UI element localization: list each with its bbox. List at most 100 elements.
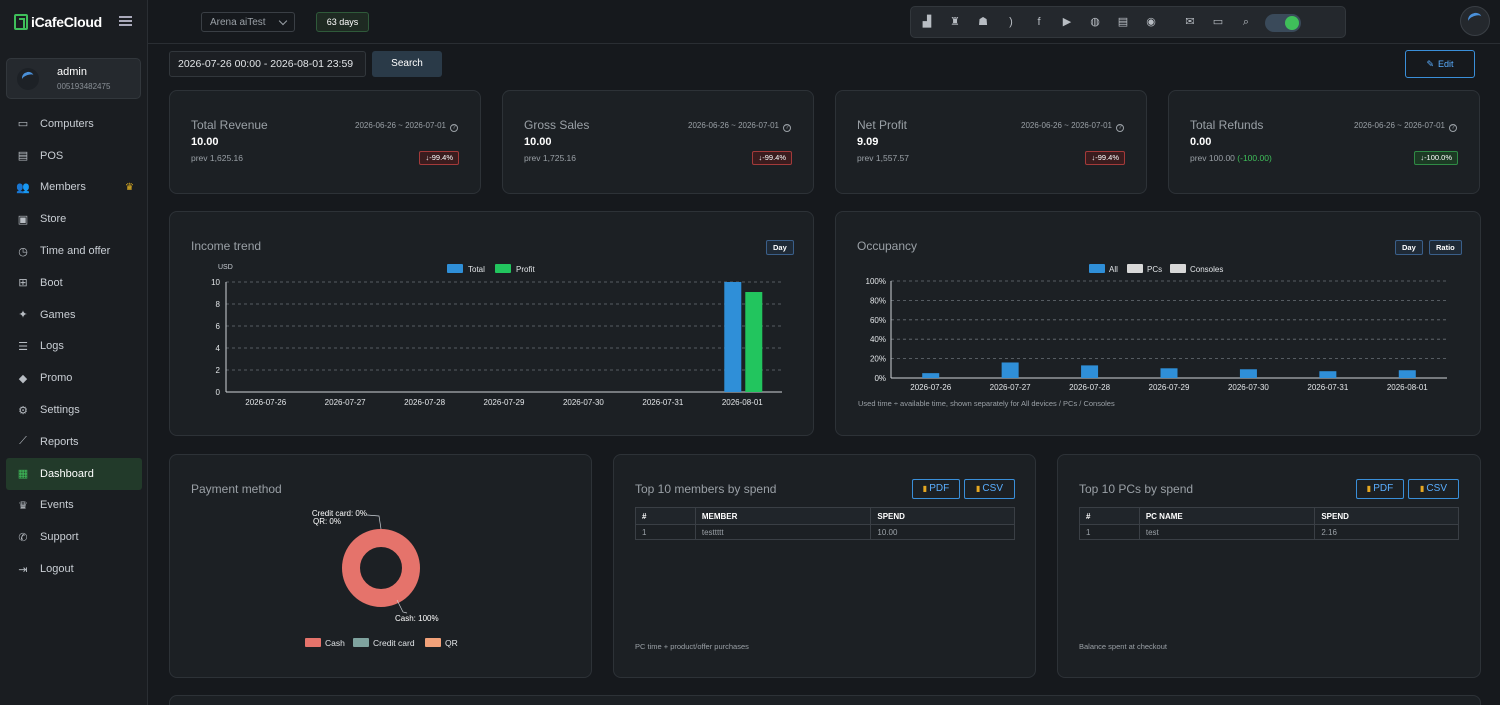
y-tick-label: 8 xyxy=(216,300,221,309)
youtube-icon[interactable]: ▶ xyxy=(1062,16,1072,28)
teams-icon[interactable]: ▟ xyxy=(922,16,932,28)
column-header[interactable]: SPEND xyxy=(1314,507,1459,525)
column-header[interactable]: SPEND xyxy=(870,507,1015,525)
sidebar-item-settings[interactable]: ⚙ Settings xyxy=(0,394,148,426)
trophy-icon[interactable]: ♜ xyxy=(950,16,960,28)
legend-swatch xyxy=(425,638,441,647)
sidebar-item-time-and-offer[interactable]: ◷ Time and offer xyxy=(0,235,148,267)
sidebar-item-label: Store xyxy=(40,213,67,226)
pcs-pdf-button[interactable]: ▮ PDF xyxy=(1356,479,1404,499)
y-tick-label: 0 xyxy=(216,388,221,397)
cafe-select[interactable]: Arena aiTest xyxy=(201,12,295,32)
monitor-icon: ▭ xyxy=(17,118,29,131)
x-tick-label: 2026-07-31 xyxy=(642,398,683,407)
help-icon[interactable]: ? xyxy=(1116,124,1124,132)
top-members-card: Top 10 members by spend ▮ PDF ▮ CSV # MEMBE… xyxy=(613,454,1036,678)
column-header[interactable]: MEMBER xyxy=(694,507,872,525)
stat-card-total-revenue: Total Revenue 2026-06-26 ~ 2026-07-01? 1… xyxy=(169,90,481,194)
x-tick-label: 2026-07-31 xyxy=(1307,383,1348,392)
table-row[interactable]: 1 testtttt 10.00 xyxy=(635,524,1015,540)
users-icon[interactable]: ☗ xyxy=(978,16,988,28)
legend-label: Cash xyxy=(325,638,345,648)
help-icon[interactable]: ? xyxy=(1449,124,1457,132)
globe-icon[interactable]: ◍ xyxy=(1090,16,1100,28)
pcs-csv-button[interactable]: ▮ CSV xyxy=(1408,479,1459,499)
legend-swatch xyxy=(1089,264,1105,273)
income-trend-title: Income trend xyxy=(191,239,262,253)
sidebar-item-events[interactable]: ♛ Events xyxy=(0,490,148,522)
table-cell: test xyxy=(1138,524,1316,540)
stat-change-badge: ↓-99.4% xyxy=(1085,151,1125,165)
sidebar-item-reports[interactable]: ⟋ Reports xyxy=(0,426,148,458)
sidebar-nav: ▭ Computers ▤ POS 👥 Members ♛ ▣ Store ◷ Time and o… xyxy=(0,108,148,585)
x-tick-label: 2026-07-30 xyxy=(563,398,604,407)
sidebar-item-label: Dashboard xyxy=(40,467,94,480)
news-icon[interactable]: ▤ xyxy=(1117,16,1129,28)
sidebar-item-promo[interactable]: ◆ Promo xyxy=(0,362,148,394)
edit-button[interactable]: ✎ Edit xyxy=(1405,50,1475,78)
menu-toggle-icon[interactable] xyxy=(119,16,132,26)
sidebar-item-store[interactable]: ▣ Store xyxy=(0,203,148,235)
sidebar-item-boot[interactable]: ⊞ Boot xyxy=(0,267,148,299)
sidebar-item-logs[interactable]: ☰ Logs xyxy=(0,331,148,363)
payment-method-title: Payment method xyxy=(191,482,282,496)
gear-icon: ⚙ xyxy=(18,404,28,417)
members-pdf-button[interactable]: ▮ PDF xyxy=(912,479,960,499)
sidebar-item-dashboard[interactable]: ▦ Dashboard xyxy=(6,457,142,490)
income-day-button[interactable]: Day xyxy=(766,240,794,255)
bar-all xyxy=(1319,371,1337,378)
x-tick-label: 2026-07-28 xyxy=(1069,383,1110,392)
bar-all xyxy=(922,373,940,378)
legend-label: QR xyxy=(445,638,458,648)
bottom-card xyxy=(169,695,1481,705)
y-tick-label: 20% xyxy=(870,355,886,364)
column-header[interactable]: # xyxy=(635,507,696,525)
facebook-icon[interactable]: f xyxy=(1037,16,1041,28)
sidebar-item-members[interactable]: 👥 Members ♛ xyxy=(0,172,148,204)
members-csv-button[interactable]: ▮ CSV xyxy=(964,479,1015,499)
sidebar-item-support[interactable]: ✆ Support xyxy=(0,521,148,553)
rss-icon[interactable]: ) xyxy=(1009,16,1013,28)
pos-icon: ▤ xyxy=(17,150,29,163)
help-icon[interactable]: ? xyxy=(450,124,458,132)
help-icon[interactable]: ? xyxy=(783,124,791,132)
column-header[interactable]: PC NAME xyxy=(1138,507,1316,525)
label-leader xyxy=(396,599,408,614)
chat-icon[interactable]: ▭ xyxy=(1212,16,1224,28)
sidebar-item-label: Logs xyxy=(40,340,64,353)
table-row[interactable]: 1 test 2.16 xyxy=(1079,524,1459,540)
sidebar-item-label: Support xyxy=(40,531,79,544)
user-card[interactable]: admin 005193482475 xyxy=(6,58,141,99)
tag-icon: ◆ xyxy=(18,372,28,385)
column-header[interactable]: # xyxy=(1079,507,1140,525)
stat-prev-text: prev 1,557.57 xyxy=(857,153,909,163)
search-icon[interactable]: ⌕ xyxy=(1242,16,1250,28)
top-members-note: PC time + product/offer purchases xyxy=(635,642,749,651)
app-logo[interactable]: iCafeCloud xyxy=(14,14,102,30)
sidebar-item-computers[interactable]: ▭ Computers xyxy=(0,108,148,140)
legend-label: PCs xyxy=(1147,265,1162,274)
stat-card-net-profit: Net Profit 2026-06-26 ~ 2026-07-01? 9.09… xyxy=(835,90,1147,194)
legend-label: Credit card xyxy=(373,638,415,648)
stat-prev: prev 1,557.57 xyxy=(857,153,909,163)
occupancy-day-button[interactable]: Day xyxy=(1395,240,1423,255)
date-range-input[interactable]: 2026-07-26 00:00 - 2026-08-01 23:59 xyxy=(169,51,366,77)
table-cell: 2.16 xyxy=(1314,524,1459,540)
payment-donut-chart: Credit card: 0%QR: 0% Cash: 100% Cash Credi… xyxy=(305,509,458,648)
stat-value: 0.00 xyxy=(1190,136,1212,148)
sidebar-item-games[interactable]: ✦ Games xyxy=(0,299,148,331)
stat-prev-extra: (-100.00) xyxy=(1237,153,1272,163)
sidebar-item-logout[interactable]: ⇥ Logout xyxy=(0,553,148,585)
mail-icon[interactable]: ✉ xyxy=(1185,16,1195,28)
profile-avatar[interactable] xyxy=(1460,6,1490,36)
search-button[interactable]: Search xyxy=(372,51,442,77)
slice-label: Cash: 100% xyxy=(395,614,439,623)
sidebar-item-pos[interactable]: ▤ POS xyxy=(0,140,148,172)
payment-method-card: Payment method Credit card: 0% QR: 0% Cash… xyxy=(169,454,592,678)
sidebar-item-label: Settings xyxy=(40,404,80,417)
theme-toggle[interactable] xyxy=(1265,14,1301,32)
bar-all xyxy=(1001,362,1019,378)
table-header: # MEMBER SPEND xyxy=(635,507,1015,525)
eye-slash-icon[interactable]: ◉ xyxy=(1146,16,1156,28)
occupancy-ratio-button[interactable]: Ratio xyxy=(1429,240,1462,255)
